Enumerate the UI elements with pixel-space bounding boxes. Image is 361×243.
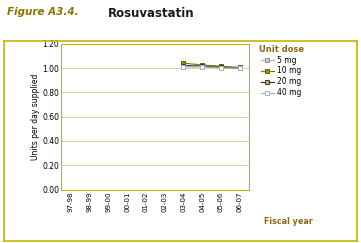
- Text: Rosuvastatin: Rosuvastatin: [108, 7, 195, 20]
- Y-axis label: Units per day supplied: Units per day supplied: [31, 73, 39, 160]
- Text: Figure A3.4.: Figure A3.4.: [7, 7, 79, 17]
- Legend: 5 mg, 10 mg, 20 mg, 40 mg: 5 mg, 10 mg, 20 mg, 40 mg: [258, 45, 304, 97]
- Text: Fiscal year: Fiscal year: [264, 217, 312, 226]
